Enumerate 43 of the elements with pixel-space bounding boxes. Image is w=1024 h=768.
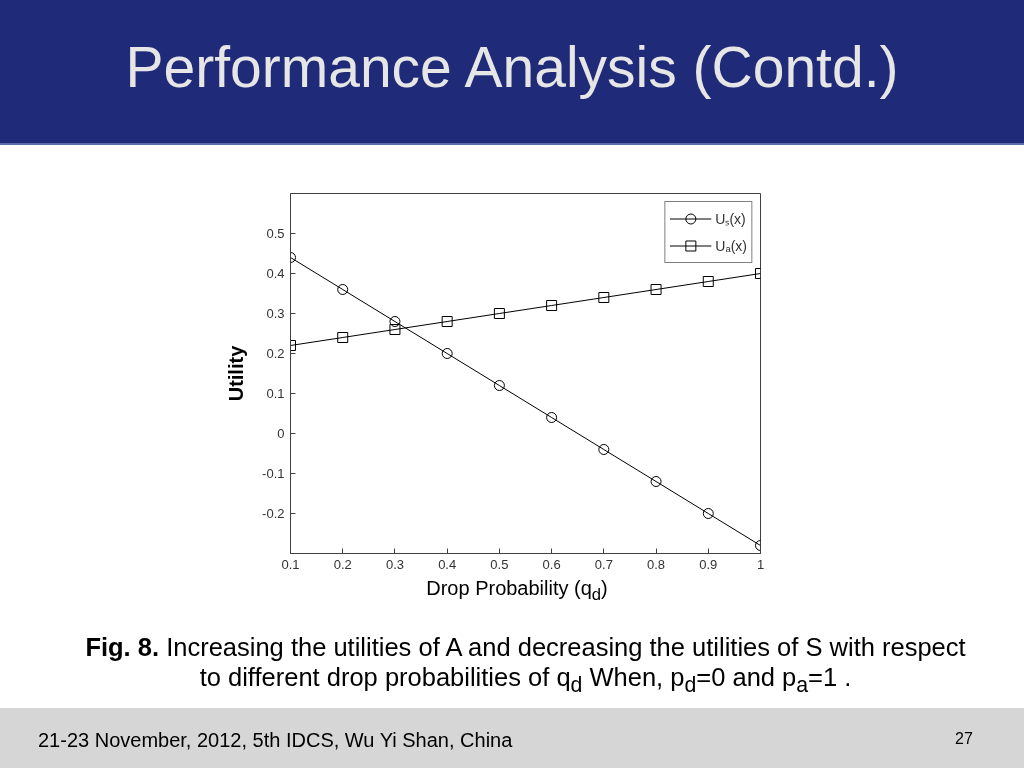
x-axis-title: Drop Probability (q$_{d}$) (425, 576, 609, 606)
x-tick-label: 0.8 (647, 556, 666, 572)
y-tick-label: 0.3 (266, 306, 285, 321)
point (337, 332, 349, 343)
y-tick-label: -0.1 (262, 466, 285, 481)
chart-title: Performance Analysis (Contd.) (0, 0, 1024, 145)
point (546, 412, 558, 423)
text: 21-23 November, 2012, 5th IDCS, Wu Yi Shan, China (38, 728, 513, 753)
y-tick-label: 0.5 (266, 226, 285, 241)
point (337, 284, 349, 295)
y-tick-label: 0.2 (266, 346, 285, 361)
point (598, 444, 610, 455)
point (389, 316, 401, 327)
point (546, 300, 558, 311)
point (702, 508, 714, 519)
y-axis-title: Utility (225, 344, 248, 402)
x-tick-label: 0.1 (281, 556, 300, 572)
point (441, 316, 453, 327)
point (493, 308, 505, 319)
x-tick-label: 0.9 (699, 556, 718, 572)
point (650, 476, 662, 487)
text: 27 (955, 729, 973, 749)
point (650, 284, 662, 295)
point (702, 276, 714, 287)
legend-label: Uₐ(x) (715, 237, 747, 254)
y-tick-label: -0.2 (262, 506, 285, 521)
point (441, 348, 453, 359)
x-tick-label: 0.6 (542, 556, 561, 572)
y-tick-label: 0 (277, 426, 285, 441)
legend-label: Uₛ(x) (715, 210, 746, 228)
x-tick-label: 1 (756, 556, 765, 572)
x-tick-label: 0.3 (385, 556, 404, 572)
text: Increasing the utilities of A and decreasing the utilities of S with respect to different drop probabilities of q$_{d}$ When, p$_{d}$=0 and p$_{a}$=1 . (166, 633, 966, 698)
y-tick-label: 0.1 (266, 386, 285, 401)
point (598, 292, 610, 303)
x-tick-label: 0.7 (594, 556, 613, 572)
x-tick-label: 0.4 (438, 556, 457, 572)
point (389, 324, 401, 335)
point (493, 380, 505, 391)
caption: Fig. 8. (85, 633, 160, 661)
x-tick-label: 0.2 (333, 556, 352, 572)
y-tick-label: 0.4 (266, 266, 285, 281)
x-tick-label: 0.5 (490, 556, 509, 572)
